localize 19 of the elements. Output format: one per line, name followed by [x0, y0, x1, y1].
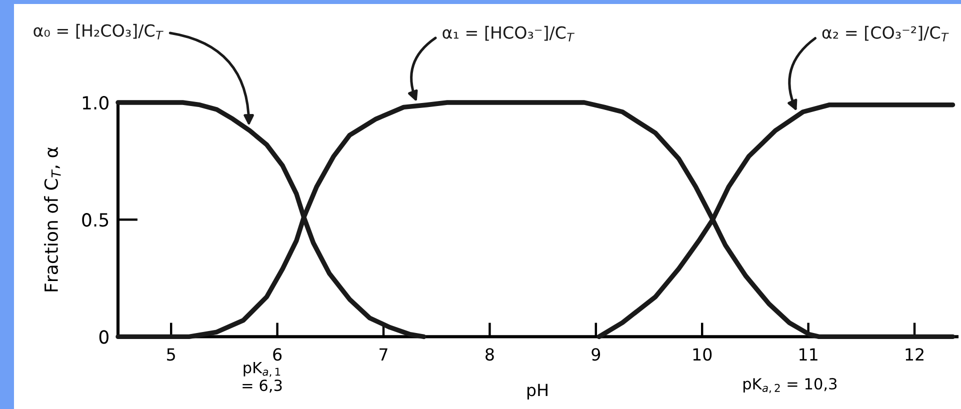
text: α₀ = [H₂CO₃]/C$_{T}$ — [34, 24, 164, 40]
x-tick-label: 12 — [906, 348, 924, 360]
text: α₁ = [HCO₃⁻]/C$_{T}$ — [442, 26, 575, 42]
text: pK$_{a,1}$ = 6,3 — [242, 362, 282, 393]
x-tick-label: 8 — [486, 348, 494, 361]
line-series — [116, 100, 956, 340]
x-axis-title: pH — [527, 384, 548, 400]
x-tick-label: 11 — [800, 348, 818, 360]
y-tick-label: 0.5 — [82, 213, 108, 227]
x-tick-label: 9 — [592, 348, 600, 361]
text: pK$_{a,2}$ = 10,3 — [743, 378, 837, 394]
x-tick-label: 5 — [167, 348, 175, 361]
x-tick-label: 7 — [380, 348, 388, 360]
x-tick-label: 10 — [693, 348, 712, 361]
y-tick-label: 1.0 — [82, 96, 108, 110]
y-tick-label: 0 — [99, 330, 108, 344]
text: α₂ = [CO₃⁻²]/C$_{T}$ — [822, 26, 949, 42]
x-tick-label: 6 — [273, 348, 282, 361]
y-axis-title: Fraction of C$_{T}$, α — [44, 147, 61, 292]
